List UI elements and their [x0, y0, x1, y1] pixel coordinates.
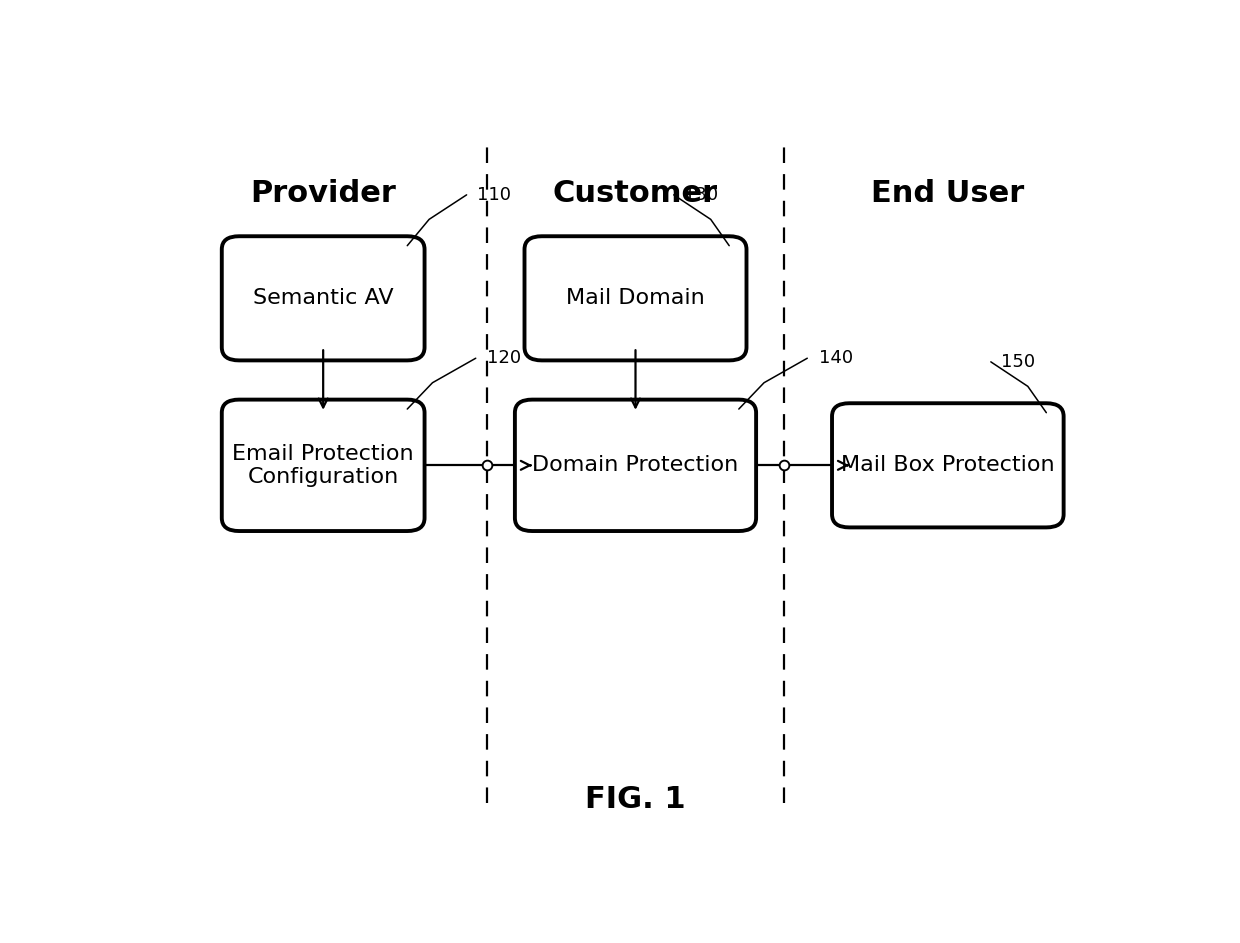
Text: Domain Protection: Domain Protection: [532, 455, 739, 475]
Text: Email Protection
Configuration: Email Protection Configuration: [232, 444, 414, 487]
Text: Provider: Provider: [250, 178, 396, 207]
Text: Semantic AV: Semantic AV: [253, 289, 393, 308]
Text: Customer: Customer: [553, 178, 718, 207]
FancyBboxPatch shape: [515, 400, 756, 531]
Text: Mail Box Protection: Mail Box Protection: [841, 455, 1055, 475]
Text: 110: 110: [477, 186, 511, 204]
FancyBboxPatch shape: [525, 237, 746, 360]
Text: 150: 150: [1001, 353, 1035, 371]
Text: 140: 140: [818, 349, 853, 367]
Text: FIG. 1: FIG. 1: [585, 785, 686, 814]
FancyBboxPatch shape: [832, 404, 1064, 527]
Text: 130: 130: [684, 186, 718, 204]
FancyBboxPatch shape: [222, 237, 424, 360]
Text: 120: 120: [487, 349, 521, 367]
FancyBboxPatch shape: [222, 400, 424, 531]
Text: Mail Domain: Mail Domain: [567, 289, 704, 308]
Text: End User: End User: [872, 178, 1024, 207]
